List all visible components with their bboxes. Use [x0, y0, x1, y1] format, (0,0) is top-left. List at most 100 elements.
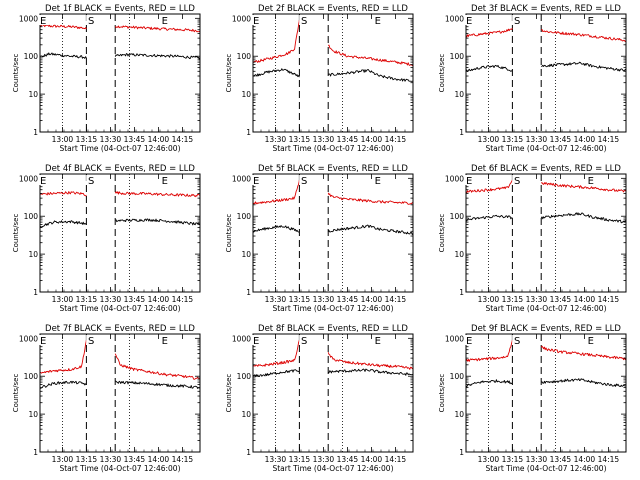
- events-trace-segment: [39, 380, 87, 389]
- y-tick-label: 10: [28, 90, 38, 99]
- detector-panel-9: Det 9f BLACK = Events, RED = LLD 1 10 100 10…: [438, 324, 627, 473]
- y-tick-label: 100: [237, 212, 252, 221]
- x-tick-label: 14:00: [148, 295, 170, 304]
- marker-label: S: [301, 176, 307, 187]
- lld-trace-segment: [540, 182, 627, 193]
- y-tick-label: 1000: [19, 334, 38, 343]
- lld-trace-segment: [252, 19, 300, 63]
- marker-label: S: [88, 336, 94, 347]
- y-tick-label: 1000: [445, 14, 464, 23]
- plot-frame: [39, 173, 201, 293]
- panel-title: Det 9f BLACK = Events, RED = LLD: [471, 324, 621, 334]
- marker-label-bg: [159, 15, 170, 25]
- x-axis-label: Start Time (04-Oct-07 12:46:00): [59, 304, 180, 313]
- events-trace-segment: [327, 224, 414, 235]
- panel-title: Det 5f BLACK = Events, RED = LLD: [258, 164, 408, 174]
- lld-trace-segment: [327, 44, 414, 66]
- events-trace-segment: [115, 218, 201, 226]
- plot-frame: [39, 13, 201, 133]
- x-axis-label: Start Time (04-Oct-07 12:46:00): [485, 304, 606, 313]
- events-trace-segment: [39, 220, 87, 228]
- x-tick-label: 13:30: [265, 295, 287, 304]
- marker-label-bg: [251, 15, 262, 25]
- marker-label: S: [301, 16, 307, 27]
- x-tick-label: 13:00: [478, 295, 500, 304]
- y-axis-label: Counts/sec: [12, 54, 20, 93]
- y-tick-label: 1: [33, 448, 38, 457]
- marker-label-bg: [464, 335, 475, 345]
- y-tick-label: 100: [24, 372, 39, 381]
- lld-trace-segment: [540, 345, 627, 361]
- detector-panel-5: Det 5f BLACK = Events, RED = LLD 1 10 100 10…: [225, 164, 414, 313]
- lld-trace-segment: [465, 27, 513, 38]
- lld-trace-segment: [465, 179, 513, 194]
- y-axis-label: Counts/sec: [225, 374, 233, 413]
- y-axis-label: Counts/sec: [12, 374, 20, 413]
- y-axis-label: Counts/sec: [225, 214, 233, 253]
- panel-title: Det 3f BLACK = Events, RED = LLD: [471, 4, 621, 14]
- y-axis-label: Counts/sec: [438, 54, 446, 93]
- x-tick-label: 13:15: [76, 135, 98, 144]
- x-tick-label: 13:15: [289, 135, 311, 144]
- x-tick-label: 13:15: [289, 455, 311, 464]
- lld-trace-segment: [39, 23, 87, 30]
- y-tick-label: 10: [241, 250, 251, 259]
- marker-label: S: [88, 176, 94, 187]
- marker-label: E: [162, 176, 168, 187]
- x-tick-label: 14:00: [361, 455, 383, 464]
- y-tick-label: 100: [450, 372, 465, 381]
- marker-label: E: [588, 16, 594, 27]
- marker-label-bg: [585, 335, 596, 345]
- x-tick-label: 14:15: [172, 135, 194, 144]
- marker-label: E: [162, 336, 168, 347]
- x-tick-label: 13:30: [265, 135, 287, 144]
- detector-panel-8: Det 8f BLACK = Events, RED = LLD 1 10 100 10…: [225, 324, 414, 473]
- events-trace-segment: [465, 214, 513, 222]
- y-tick-label: 100: [237, 372, 252, 381]
- x-tick-label: 13:45: [337, 455, 359, 464]
- marker-label-bg: [585, 175, 596, 185]
- x-axis-label: Start Time (04-Oct-07 12:46:00): [485, 144, 606, 153]
- marker-label: E: [466, 336, 472, 347]
- x-tick-label: 14:15: [598, 295, 620, 304]
- marker-label-bg: [512, 15, 523, 25]
- y-tick-label: 1000: [232, 14, 251, 23]
- plot-frame: [465, 173, 627, 293]
- events-trace-segment: [252, 68, 300, 78]
- panel-title: Det 2f BLACK = Events, RED = LLD: [258, 4, 408, 14]
- marker-label: E: [375, 176, 381, 187]
- lld-trace-segment: [327, 192, 414, 205]
- x-tick-label: 13:30: [526, 295, 548, 304]
- x-tick-label: 13:45: [124, 295, 146, 304]
- detector-panel-2: Det 2f BLACK = Events, RED = LLD 1 10 100 10…: [225, 4, 414, 153]
- marker-label-bg: [372, 175, 383, 185]
- x-tick-label: 13:15: [76, 295, 98, 304]
- plot-frame: [252, 333, 414, 453]
- x-tick-label: 14:00: [148, 135, 170, 144]
- marker-label: E: [253, 16, 259, 27]
- x-tick-label: 14:15: [598, 135, 620, 144]
- y-tick-label: 10: [241, 90, 251, 99]
- x-tick-label: 13:00: [52, 455, 74, 464]
- y-tick-label: 10: [454, 90, 464, 99]
- marker-label-bg: [251, 175, 262, 185]
- x-tick-label: 13:15: [76, 455, 98, 464]
- x-axis-label: Start Time (04-Oct-07 12:46:00): [272, 304, 393, 313]
- marker-label-bg: [299, 15, 310, 25]
- events-trace-segment: [252, 369, 300, 378]
- events-trace-segment: [114, 53, 201, 60]
- y-axis-label: Counts/sec: [438, 214, 446, 253]
- marker-label: E: [40, 16, 46, 27]
- x-tick-label: 13:15: [502, 455, 524, 464]
- panel-title: Det 8f BLACK = Events, RED = LLD: [258, 324, 408, 334]
- x-tick-label: 14:00: [574, 455, 596, 464]
- detector-panel-7: Det 7f BLACK = Events, RED = LLD 1 10 100 10…: [12, 324, 201, 473]
- y-tick-label: 100: [450, 52, 465, 61]
- x-axis-label: Start Time (04-Oct-07 12:46:00): [59, 464, 180, 473]
- x-tick-label: 14:15: [385, 455, 407, 464]
- y-tick-label: 10: [454, 410, 464, 419]
- detector-panel-4: Det 4f BLACK = Events, RED = LLD 1 10 100 10…: [12, 164, 201, 313]
- marker-label-bg: [38, 335, 49, 345]
- marker-label: E: [253, 336, 259, 347]
- y-tick-label: 1000: [445, 334, 464, 343]
